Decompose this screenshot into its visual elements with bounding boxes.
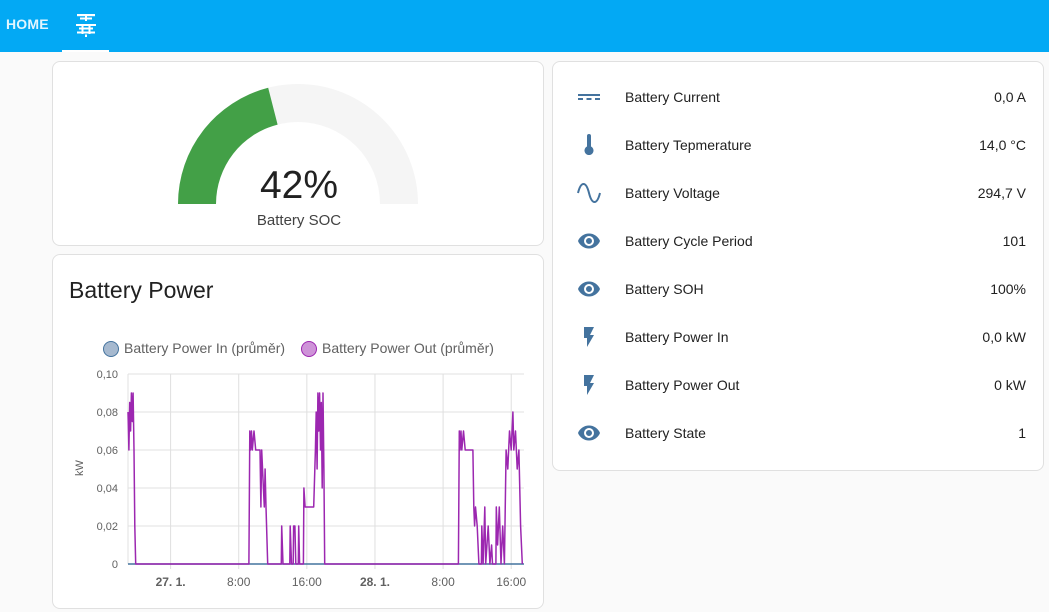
entity-row-battery-voltage[interactable]: Battery Voltage 294,7 V — [553, 169, 1043, 217]
entity-row-battery-temperature[interactable]: Battery Tepmerature 14,0 °C — [553, 121, 1043, 169]
entity-name: Battery SOH — [625, 281, 704, 297]
entity-name: Battery Voltage — [625, 185, 720, 201]
y-tick-label: 0 — [112, 559, 118, 571]
entity-state: 0,0 kW — [982, 329, 1026, 345]
gauge-fill — [178, 87, 278, 204]
x-tick-label: 8:00 — [431, 575, 455, 589]
entity-row-battery-soh[interactable]: Battery SOH 100% — [553, 265, 1043, 313]
legend-swatch — [301, 341, 317, 357]
entity-row-battery-state[interactable]: Battery State 1 — [553, 409, 1043, 457]
thermometer-icon — [584, 134, 594, 156]
series-line-power-out — [127, 392, 524, 565]
entity-name: Battery State — [625, 425, 706, 441]
entity-state: 294,7 V — [977, 185, 1026, 201]
entity-state: 0 kW — [994, 377, 1026, 393]
entity-state: 0,0 A — [994, 89, 1026, 105]
x-tick-label: 27. 1. — [156, 575, 186, 589]
eye-icon — [578, 281, 600, 297]
y-tick-label: 0,04 — [97, 483, 118, 495]
battery-soc-gauge-card[interactable]: 42% Battery SOC — [52, 61, 544, 246]
x-tick-label: 16:00 — [292, 575, 322, 589]
x-tick-label: 16:00 — [496, 575, 526, 589]
eye-icon — [578, 425, 600, 441]
entity-state: 100% — [990, 281, 1026, 297]
legend-label: Battery Power Out (průměr) — [322, 340, 494, 356]
x-tick-label: 28. 1. — [360, 575, 390, 589]
gauge-value: 42% — [259, 164, 339, 207]
x-tick-label: 8:00 — [227, 575, 251, 589]
active-tab-indicator — [62, 50, 109, 52]
legend-label: Battery Power In (průměr) — [124, 340, 286, 356]
entity-name: Battery Power Out — [625, 377, 740, 393]
tab-energy[interactable] — [62, 0, 109, 52]
chart-series — [127, 392, 524, 565]
entity-state: 101 — [1002, 233, 1026, 249]
y-tick-label: 0,10 — [97, 369, 118, 381]
legend-swatch — [103, 341, 119, 357]
flash-icon — [584, 327, 594, 347]
current-dc-icon — [578, 94, 600, 100]
y-tick-label: 0,08 — [97, 407, 118, 419]
sine-wave-icon — [577, 183, 601, 203]
entity-state: 14,0 °C — [979, 137, 1026, 153]
eye-icon — [578, 233, 600, 249]
y-tick-label: 0,06 — [97, 445, 118, 457]
entity-state: 1 — [1018, 425, 1026, 441]
entity-row-battery-current[interactable]: Battery Current 0,0 A — [553, 73, 1043, 121]
tab-home[interactable]: HOME — [6, 16, 49, 32]
top-app-bar: HOME — [0, 0, 1049, 52]
chart-card-title: Battery Power — [69, 277, 214, 303]
chart-grid — [127, 373, 524, 569]
y-axis-label: kW — [74, 459, 86, 476]
gauge-label: Battery SOC — [256, 212, 342, 229]
entity-name: Battery Cycle Period — [625, 233, 753, 249]
entity-name: Battery Current — [625, 89, 720, 105]
gauge-arc — [178, 84, 418, 204]
entity-row-battery-power-out[interactable]: Battery Power Out 0 kW — [553, 361, 1043, 409]
chart-ticks: 0,10 0,08 0,06 0,04 0,02 0 27. 1. 8:00 16:00 28. … — [97, 369, 527, 589]
battery-power-history-card: Battery Power Battery Power In (průměr) … — [52, 254, 544, 609]
y-tick-label: 0,02 — [97, 521, 118, 533]
entity-row-battery-cycle-period[interactable]: Battery Cycle Period 101 — [553, 217, 1043, 265]
entity-name: Battery Tepmerature — [625, 137, 752, 153]
entity-row-battery-power-in[interactable]: Battery Power In 0,0 kW — [553, 313, 1043, 361]
battery-power-chart[interactable]: kW 0,10 0,08 0,06 0,04 0,02 0 27. 1. 8:00 16:00 2… — [53, 255, 543, 608]
solar-panel-icon — [76, 14, 96, 37]
flash-icon — [584, 375, 594, 395]
battery-entities-card: Battery Current 0,0 A Battery Tepmeratur… — [552, 61, 1044, 471]
entity-name: Battery Power In — [625, 329, 729, 345]
